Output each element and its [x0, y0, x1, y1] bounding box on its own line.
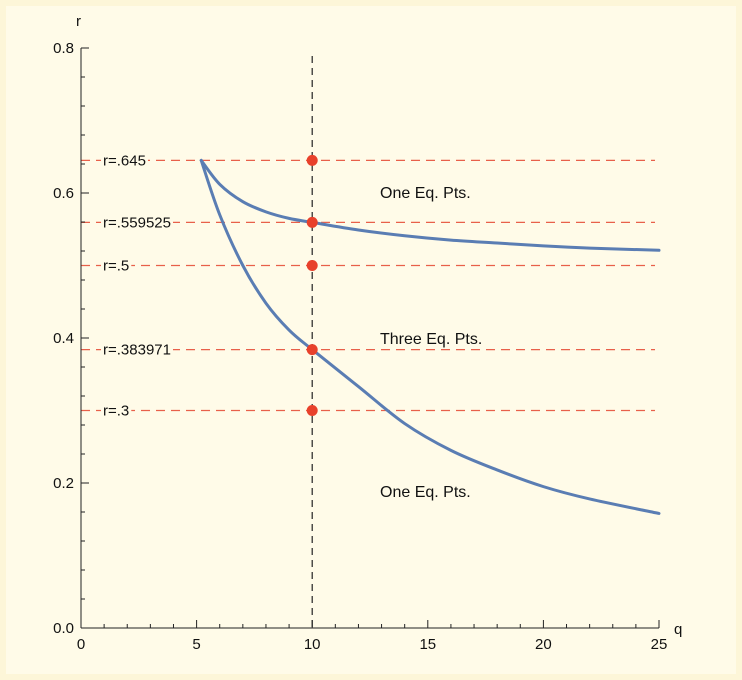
- hline-label-text: r=.383971: [103, 342, 171, 359]
- x-tick-label: 0: [77, 636, 85, 653]
- x-tick-label: 15: [419, 636, 436, 653]
- x-tick-label: 20: [535, 636, 552, 653]
- curves: [199, 158, 661, 515]
- x-axis-title: q: [674, 621, 682, 638]
- point-2: [306, 260, 318, 271]
- y-axis-title: r: [76, 13, 81, 30]
- hline-label-bg: [101, 214, 173, 232]
- y-tick-label: 0.8: [53, 40, 74, 57]
- region-label-0: One Eq. Pts.: [380, 185, 471, 202]
- curve-0: [199, 158, 661, 252]
- y-tick-label: 0.2: [53, 475, 74, 492]
- x-tick-label: 5: [192, 636, 200, 653]
- hline-label-text: r=.3: [103, 403, 129, 420]
- reference-lines: [81, 159, 655, 412]
- annotations: One Eq. Pts. Three Eq. Pts. One Eq. Pts.: [380, 185, 482, 501]
- hline-label-1: r=.559525: [101, 214, 173, 232]
- hline-label-0: r=.645: [101, 152, 148, 170]
- axes: 0 5 10 15 20 25 0.0 0.2 0.4 0.6 0.8 q r: [53, 13, 682, 653]
- hline-label-text: r=.559525: [103, 214, 171, 231]
- hline-label-bg: [101, 341, 173, 359]
- point-4: [306, 405, 318, 416]
- y-tick-label: 0.4: [53, 330, 74, 347]
- hline-label-2: r=.5: [101, 257, 132, 275]
- point-0: [306, 154, 318, 166]
- curve-1: [199, 158, 661, 515]
- hline-label-text: r=.5: [103, 258, 129, 275]
- point-1: [306, 216, 318, 228]
- chart-panel: [6, 6, 736, 674]
- reference-line-labels: r=.645 r=.559525 r=.5 r=.383971 r=.3: [101, 152, 173, 420]
- hline-label-bg: [101, 257, 132, 275]
- point-3: [306, 344, 318, 356]
- hline-label-bg: [101, 402, 132, 420]
- x-tick-label: 10: [304, 636, 321, 653]
- points: [306, 154, 318, 416]
- hline-label-3: r=.383971: [101, 341, 173, 359]
- x-tick-label: 25: [651, 636, 668, 653]
- y-tick-label: 0.0: [53, 620, 74, 637]
- region-label-2: One Eq. Pts.: [380, 484, 471, 501]
- hline-label-bg: [101, 152, 148, 170]
- y-tick-label: 0.6: [53, 185, 74, 202]
- hline-label-4: r=.3: [101, 402, 132, 420]
- hline-label-text: r=.645: [103, 152, 146, 169]
- region-label-1: Three Eq. Pts.: [380, 331, 482, 348]
